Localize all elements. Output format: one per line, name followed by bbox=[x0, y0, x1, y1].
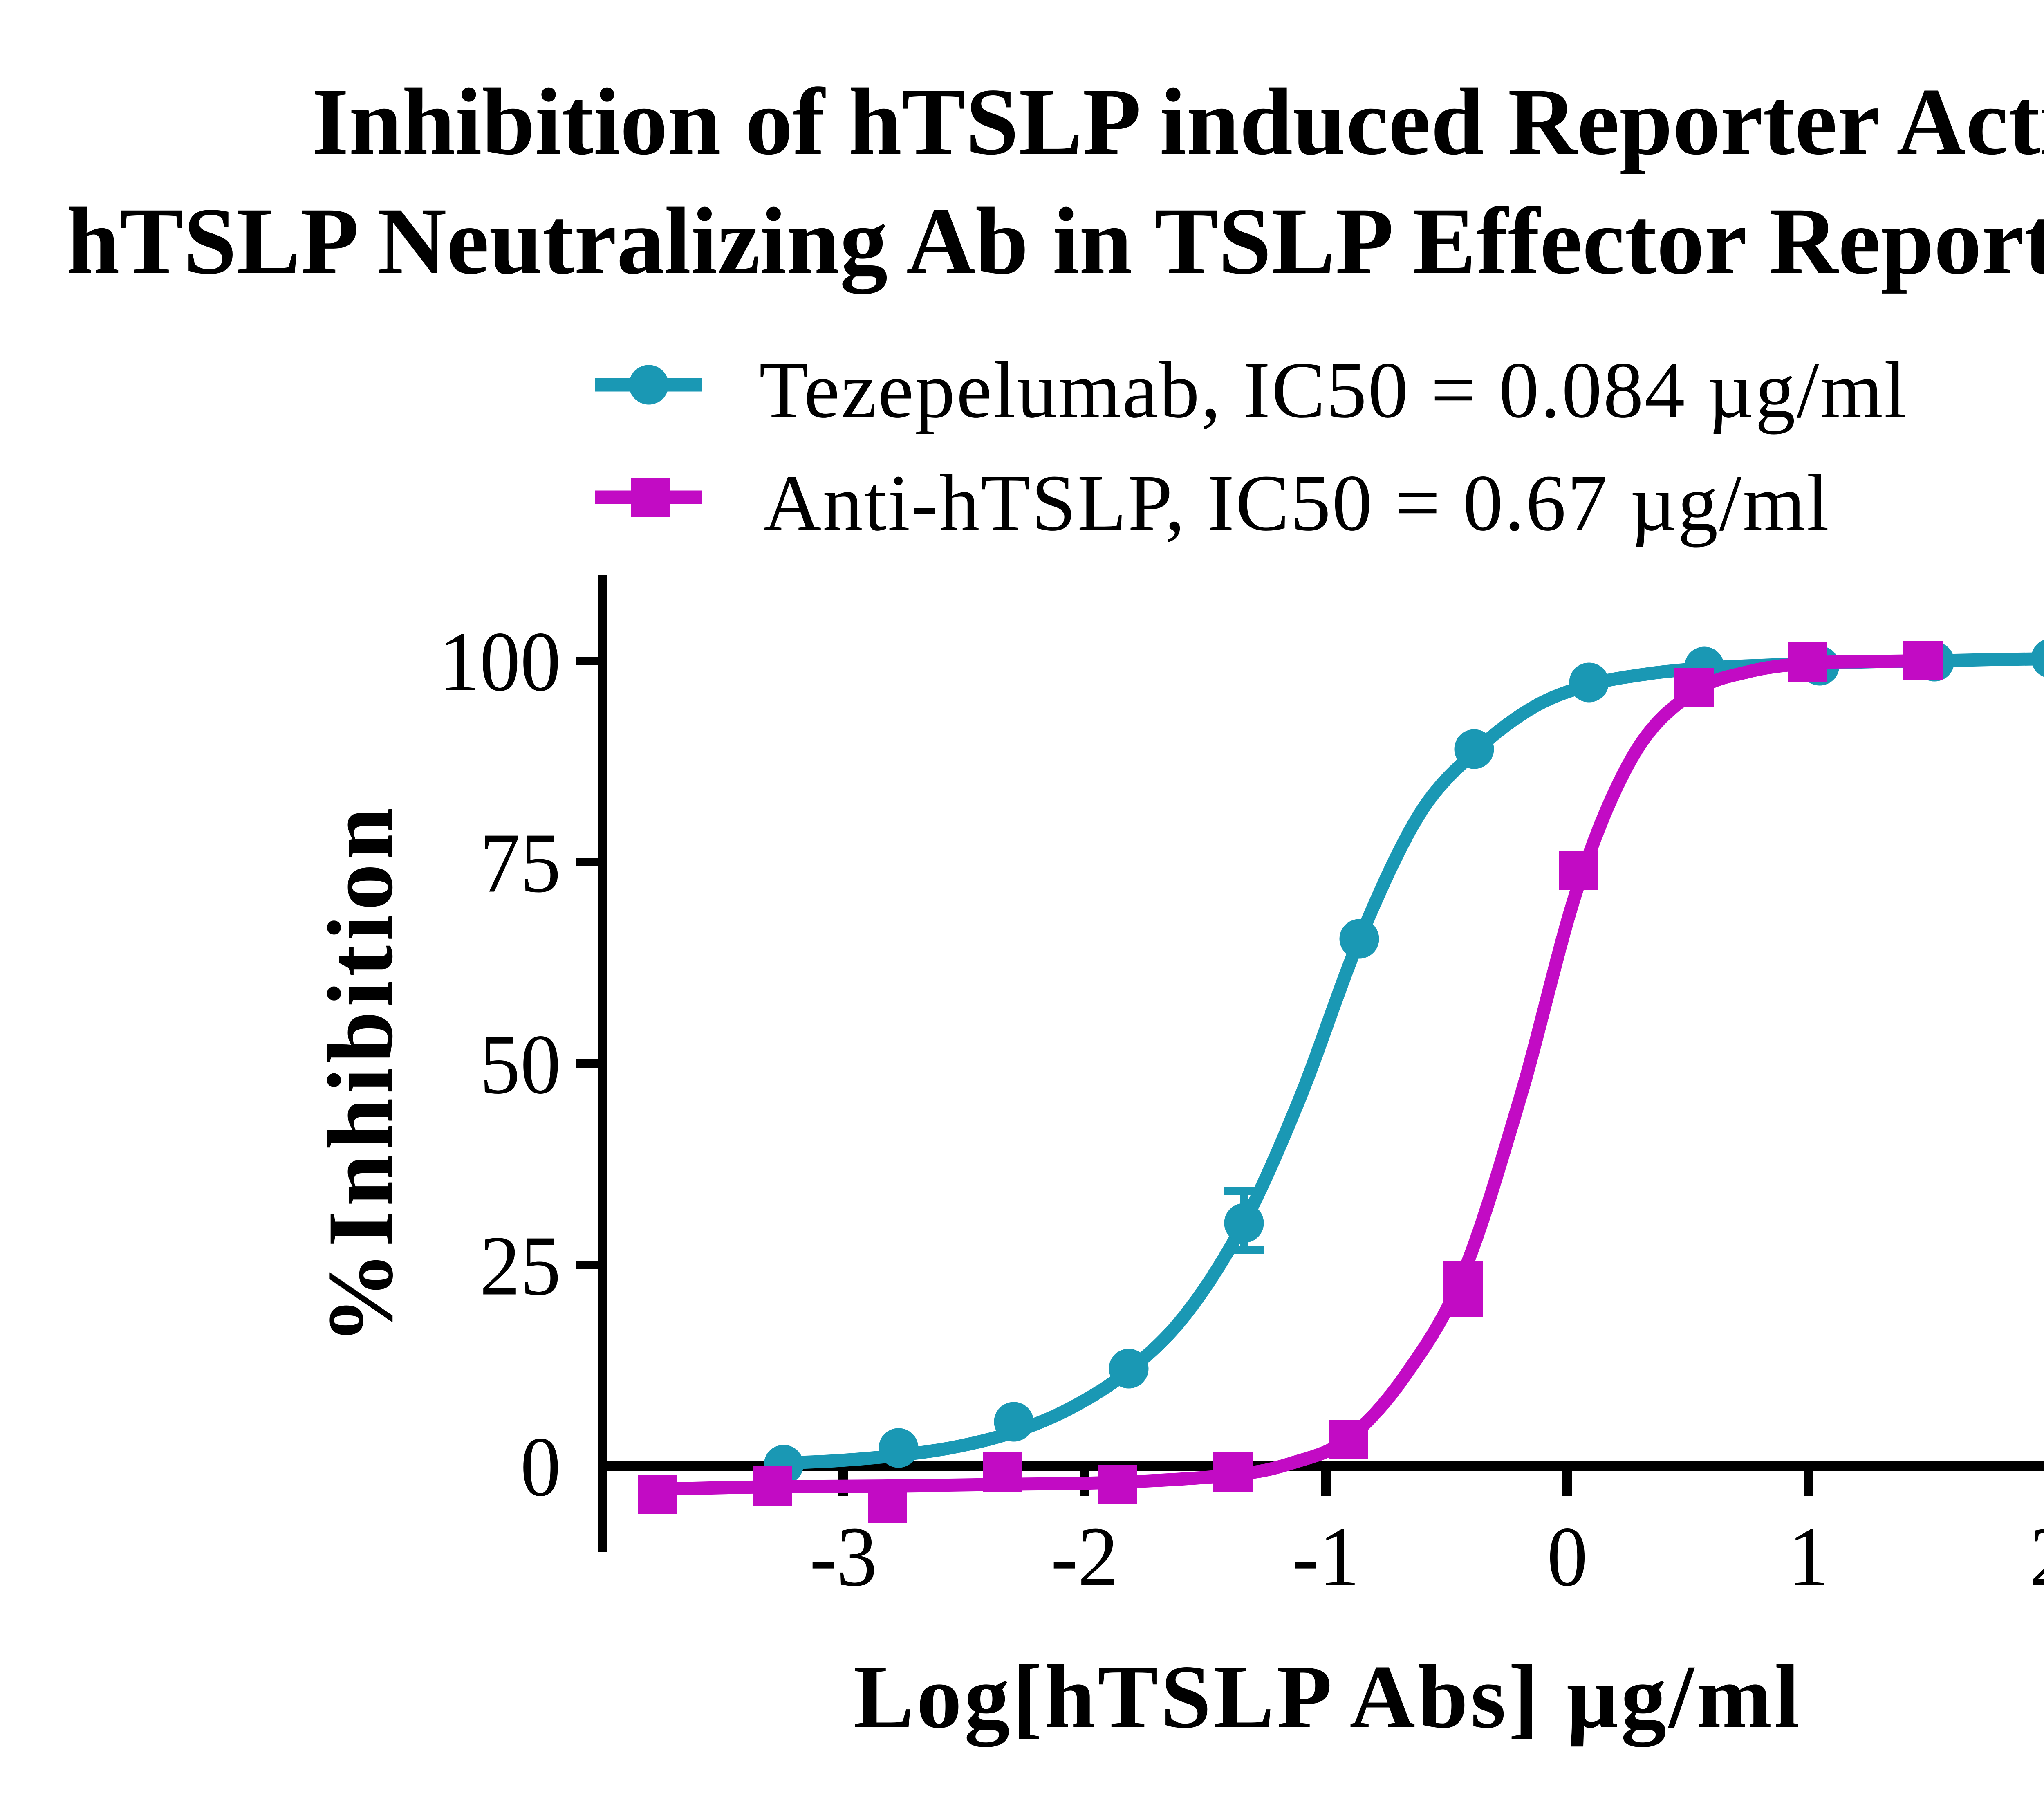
svg-text:1: 1 bbox=[1788, 1509, 1829, 1604]
svg-text:0: 0 bbox=[1547, 1509, 1587, 1604]
svg-text:25: 25 bbox=[480, 1219, 561, 1313]
svg-text:Log[hTSLP Abs] µg/ml: Log[hTSLP Abs] µg/ml bbox=[854, 1647, 1802, 1747]
svg-text:50: 50 bbox=[480, 1017, 561, 1112]
svg-text:Inhibition of hTSLP induced Re: Inhibition of hTSLP induced Reporter Act… bbox=[312, 68, 2044, 175]
svg-text:-3: -3 bbox=[809, 1509, 877, 1604]
svg-text:%Inhibition: %Inhibition bbox=[309, 803, 412, 1345]
svg-text:hTSLP Neutralizing Ab in TSLP: hTSLP Neutralizing Ab in TSLP Effector R… bbox=[67, 188, 2044, 294]
svg-text:2: 2 bbox=[2029, 1509, 2044, 1604]
svg-text:0: 0 bbox=[520, 1419, 561, 1514]
svg-text:Anti-hTSLP, IC50 = 0.67 µg/ml: Anti-hTSLP, IC50 = 0.67 µg/ml bbox=[763, 458, 1830, 548]
svg-text:-1: -1 bbox=[1292, 1509, 1359, 1604]
svg-text:Tezepelumab, IC50 = 0.084 µg/: Tezepelumab, IC50 = 0.084 µg/ml bbox=[759, 345, 1908, 435]
svg-text:75: 75 bbox=[480, 816, 561, 911]
svg-text:-2: -2 bbox=[1051, 1509, 1118, 1604]
svg-text:100: 100 bbox=[439, 614, 561, 709]
